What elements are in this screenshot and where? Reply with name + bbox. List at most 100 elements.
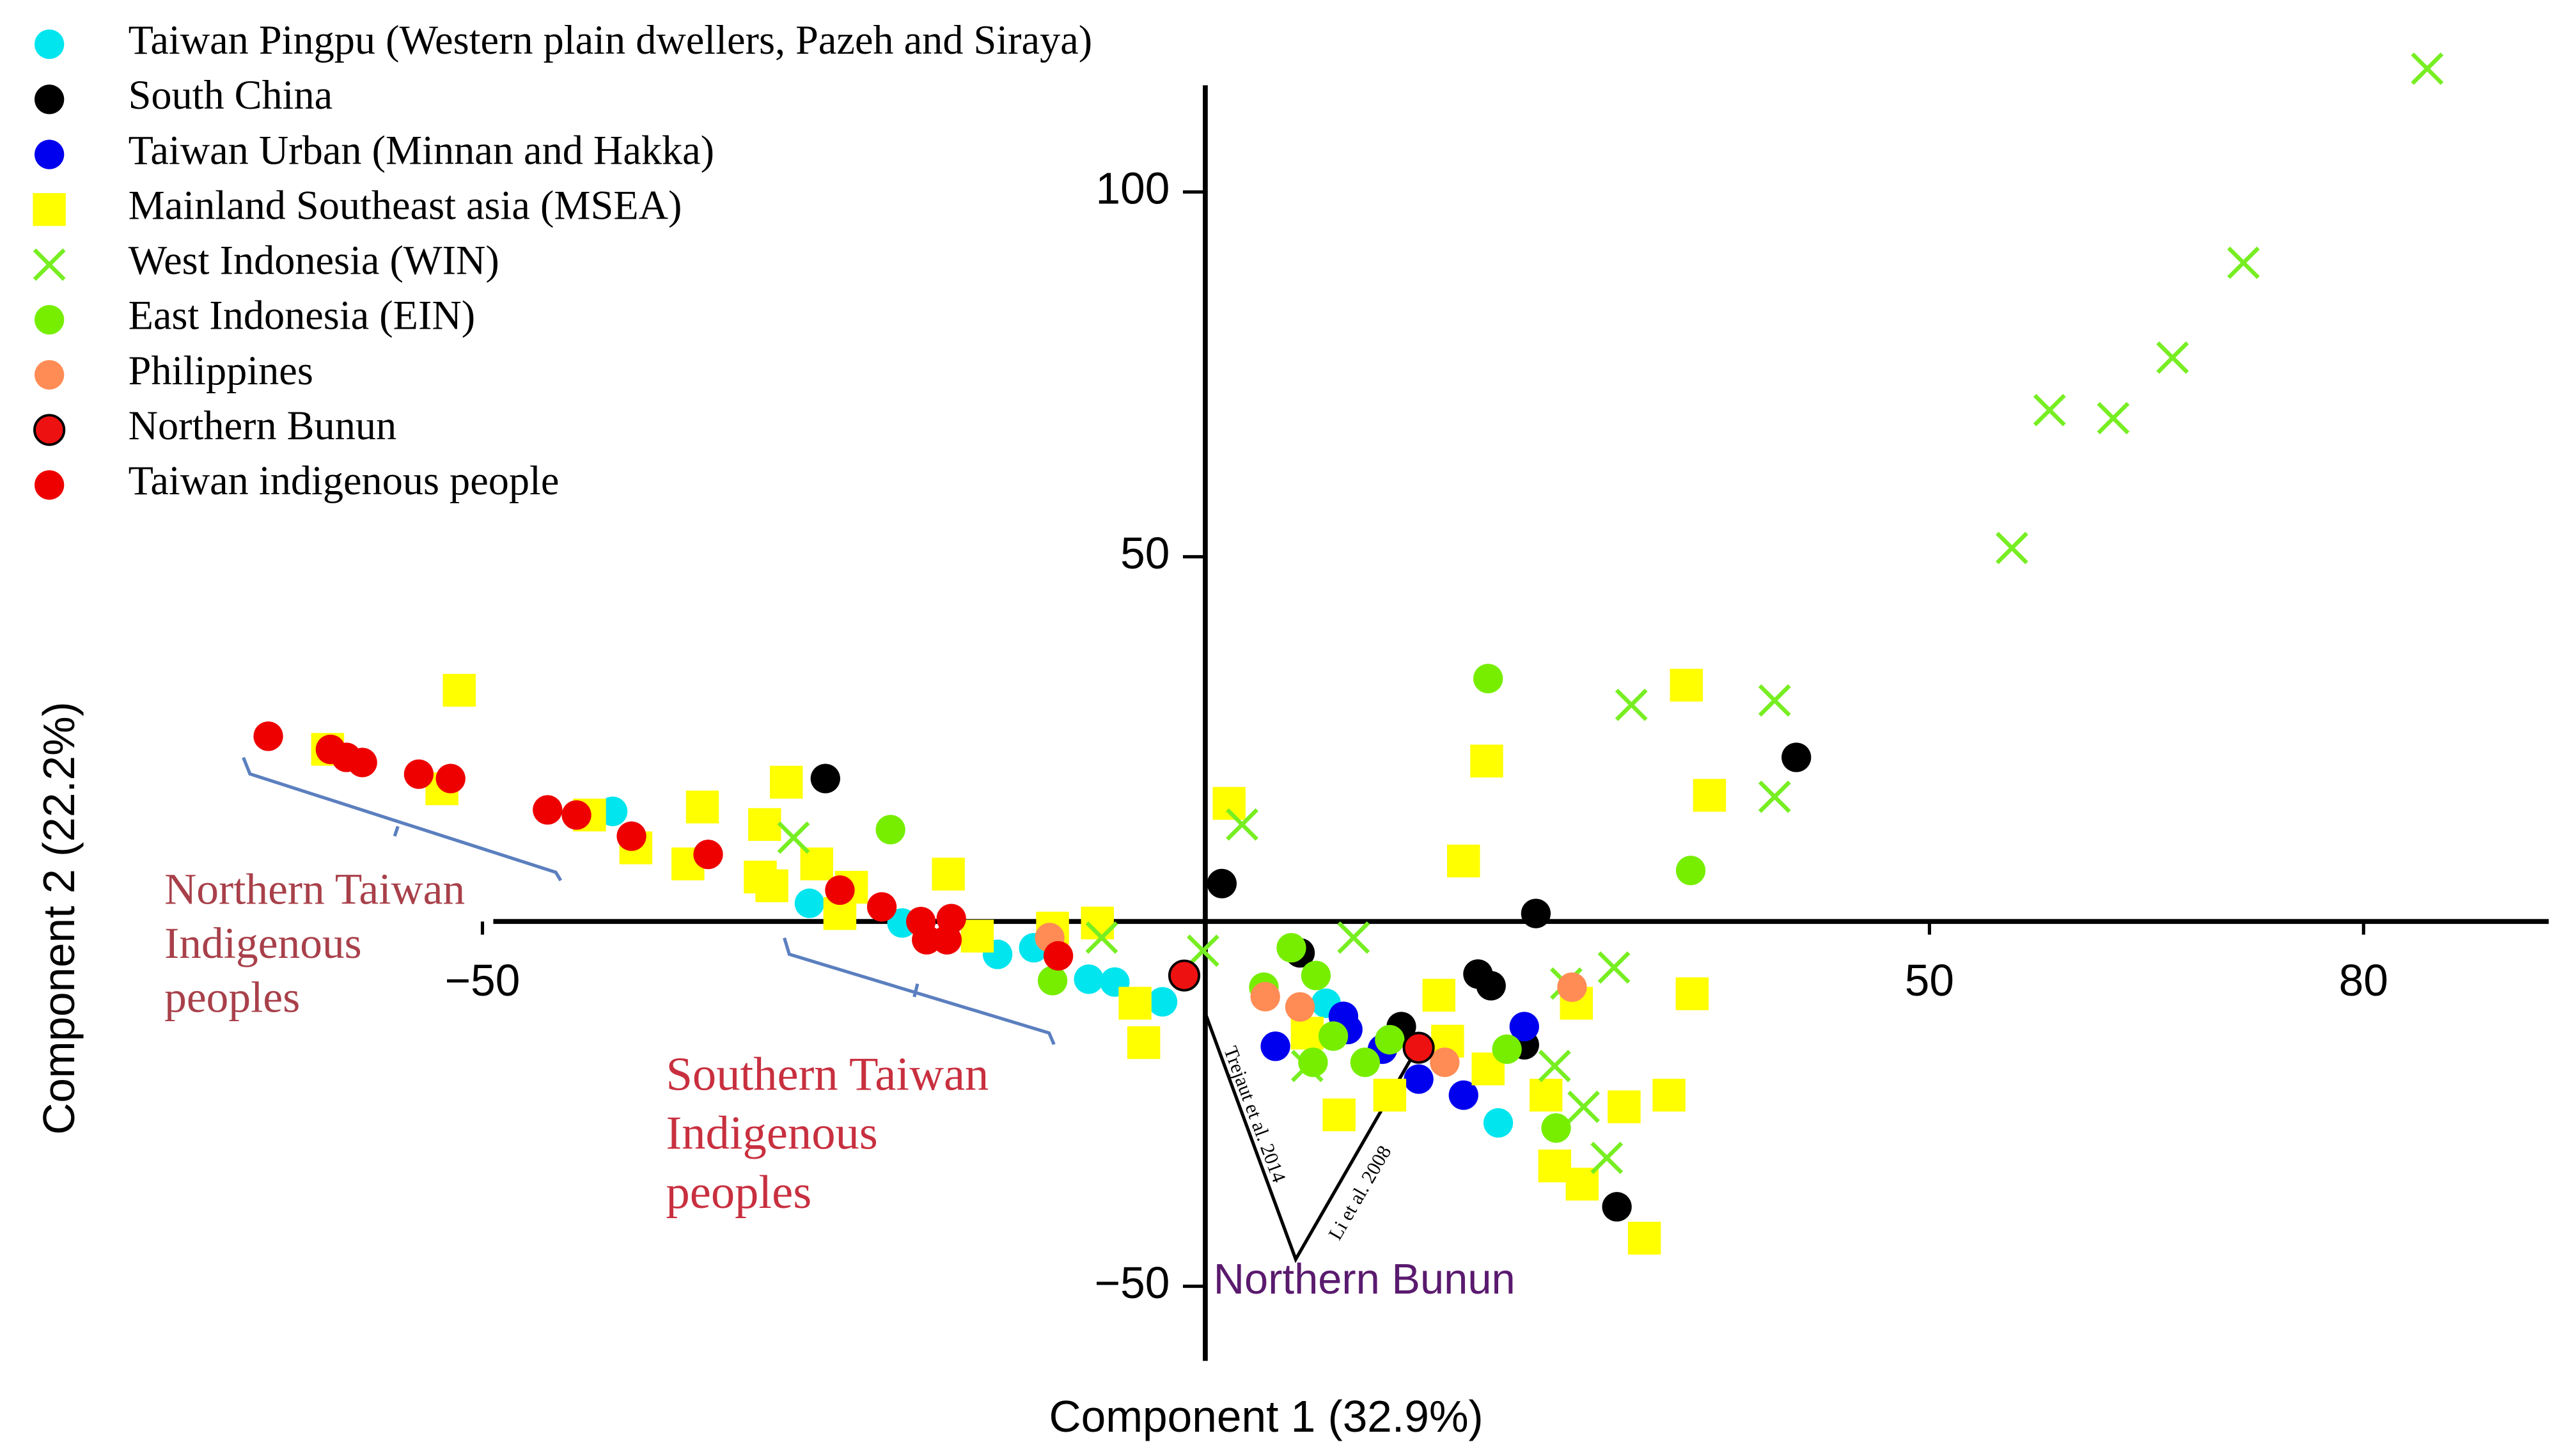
point xyxy=(616,821,646,851)
legend-label: Taiwan Urban (Minnan and Hakka) xyxy=(129,127,715,173)
x-tick-label: −50 xyxy=(445,955,521,1005)
point xyxy=(1758,684,1791,717)
annotation: Northern Taiwan xyxy=(164,864,465,913)
point xyxy=(755,869,788,902)
point xyxy=(1675,856,1706,886)
legend-marker xyxy=(35,29,65,59)
point xyxy=(403,759,434,789)
point xyxy=(1521,898,1551,928)
legend-marker xyxy=(35,84,65,114)
point xyxy=(1337,921,1370,954)
point xyxy=(347,748,377,778)
point xyxy=(1509,1012,1539,1042)
y-axis-label: Component 2 (22.2%) xyxy=(34,701,84,1134)
annotation: Indigenous xyxy=(164,918,362,967)
point xyxy=(685,790,719,824)
point xyxy=(1147,987,1178,1017)
legend-label: Taiwan indigenous people xyxy=(129,458,560,503)
legend-label: West Indonesia (WIN) xyxy=(129,238,499,283)
point xyxy=(1448,1080,1478,1110)
point xyxy=(2097,402,2130,435)
point xyxy=(1404,1064,1434,1094)
point xyxy=(1557,972,1587,1002)
point xyxy=(1541,1113,1571,1143)
point xyxy=(875,815,905,845)
legend-label: Mainland Southeast asia (MSEA) xyxy=(129,182,682,228)
point xyxy=(1085,921,1118,954)
point xyxy=(1470,744,1503,778)
legend-marker xyxy=(35,360,65,390)
point xyxy=(1995,531,2028,565)
point xyxy=(1758,780,1791,813)
point xyxy=(1693,779,1726,812)
point xyxy=(1670,668,1703,702)
y-tick-label: 100 xyxy=(1096,164,1170,214)
point xyxy=(1373,1079,1407,1112)
point xyxy=(1168,959,1201,992)
point xyxy=(777,821,810,854)
point xyxy=(1250,982,1280,1012)
point xyxy=(1538,1149,1572,1183)
point xyxy=(1187,934,1219,967)
point xyxy=(932,925,962,955)
legend-label: Taiwan Pingpu (Western plain dwellers, P… xyxy=(129,17,1093,63)
point xyxy=(1608,1090,1641,1123)
point xyxy=(1212,787,1246,820)
point xyxy=(825,875,855,905)
point xyxy=(1118,987,1152,1020)
point xyxy=(1276,933,1306,963)
point xyxy=(253,721,283,751)
point xyxy=(866,892,897,922)
legend-marker xyxy=(35,139,65,169)
point xyxy=(1652,1079,1686,1112)
point xyxy=(932,857,965,891)
point xyxy=(693,840,723,870)
point xyxy=(2227,246,2260,279)
legend-label: East Indonesia (EIN) xyxy=(129,293,476,338)
point xyxy=(800,847,833,881)
x-tick-label: 80 xyxy=(2339,955,2388,1005)
point xyxy=(442,673,476,707)
legend-label: Northern Bunun xyxy=(129,403,397,448)
point xyxy=(1597,951,1631,984)
point xyxy=(1538,1049,1571,1083)
legend-marker xyxy=(35,304,65,335)
annotation: peoples xyxy=(164,973,300,1022)
x-tick-label: 50 xyxy=(1905,955,1954,1005)
legend: Taiwan Pingpu (Western plain dwellers, P… xyxy=(33,17,1092,503)
point xyxy=(2156,341,2189,374)
point xyxy=(1375,1024,1405,1055)
point xyxy=(769,765,803,799)
point xyxy=(1483,1108,1514,1138)
point xyxy=(1260,1031,1290,1061)
annotation: Northern Bunun xyxy=(1214,1256,1515,1303)
point xyxy=(1322,1098,1356,1132)
point xyxy=(1590,1141,1624,1175)
point xyxy=(1447,844,1480,878)
point xyxy=(1301,960,1331,990)
point xyxy=(1473,664,1503,694)
point xyxy=(1627,1221,1661,1255)
point xyxy=(1422,978,1456,1012)
legend-marker xyxy=(33,414,66,446)
point xyxy=(794,888,825,918)
legend-marker xyxy=(33,193,66,226)
point xyxy=(1350,1047,1381,1077)
legend-label: Philippines xyxy=(129,348,313,393)
point xyxy=(2033,394,2066,427)
point xyxy=(1615,688,1648,721)
point xyxy=(748,808,781,842)
legend-marker xyxy=(35,470,65,500)
point xyxy=(435,763,466,794)
point xyxy=(1226,808,1258,841)
point xyxy=(561,800,591,830)
legend-marker xyxy=(33,248,66,281)
annotation: Southern Taiwan xyxy=(666,1048,989,1100)
point xyxy=(2411,52,2444,85)
point xyxy=(1285,992,1315,1022)
point xyxy=(1043,941,1074,971)
legend-label: South China xyxy=(129,72,333,118)
point xyxy=(960,920,994,953)
